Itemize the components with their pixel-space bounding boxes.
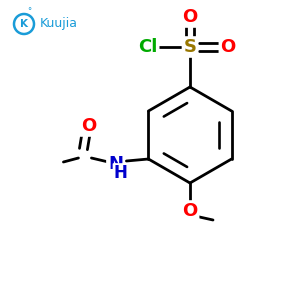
Text: O: O	[182, 8, 198, 26]
Text: O: O	[220, 38, 236, 56]
Text: Kuujia: Kuujia	[40, 17, 78, 31]
Text: O: O	[81, 117, 96, 135]
Text: H: H	[113, 164, 128, 182]
Text: °: °	[27, 7, 31, 16]
Text: O: O	[182, 202, 198, 220]
Text: N: N	[108, 155, 123, 173]
Text: K: K	[20, 19, 28, 29]
Text: S: S	[184, 38, 196, 56]
Text: Cl: Cl	[138, 38, 158, 56]
